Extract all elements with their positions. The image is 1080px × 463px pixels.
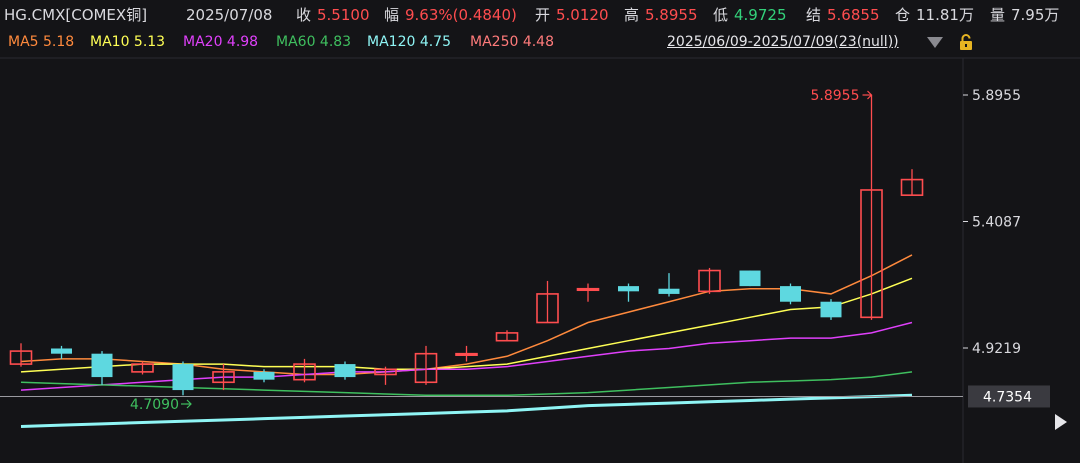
candle-body (131, 363, 154, 373)
high-label: 高 (624, 6, 640, 24)
candle-body (495, 332, 519, 342)
date-range-selector[interactable]: 2025/06/09-2025/07/09(23(null)) (667, 34, 899, 50)
high-annotation-label: 5.8955 (811, 88, 860, 104)
ma5-line (20, 254, 913, 376)
open-interest-value: 11.81万 (916, 6, 974, 24)
candle-body (698, 269, 721, 293)
change-label: 幅 (384, 6, 400, 24)
candle-body (860, 189, 883, 319)
ma-legend: MA5 5.18 MA10 5.13 MA20 4.98 MA60 4.83 M… (0, 30, 660, 54)
y-tick-label: 4.9219 (972, 341, 1021, 357)
low-label: 低 (713, 6, 729, 24)
ma-legend-ma10[interactable]: MA10 5.13 (90, 34, 166, 50)
open-interest-label: 仓 (895, 6, 911, 24)
lock-icon[interactable] (957, 33, 975, 51)
low-annotation-label: 4.7090 (130, 397, 179, 413)
ma-legend-ma120[interactable]: MA120 4.75 (367, 34, 451, 50)
settle-value: 5.6855 (827, 6, 880, 24)
candle-body (293, 363, 316, 381)
volume-label: 量 (990, 6, 1006, 24)
y-tick-label: 5.4087 (972, 215, 1021, 231)
candle-body (780, 286, 801, 302)
ma-legend-ma20[interactable]: MA20 4.98 (183, 34, 259, 50)
close-label: 收 (296, 6, 312, 24)
current-price-label: 4.7354 (983, 389, 1032, 405)
quote-bar: HG.CMX[COMEX铜] 2025/07/08 收 5.5100 幅 9.6… (0, 0, 1080, 30)
ma-legend-ma5[interactable]: MA5 5.18 (8, 34, 75, 50)
high-value: 5.8955 (645, 6, 698, 24)
low-annotation-arrowhead (186, 399, 192, 409)
candle-body (334, 364, 356, 378)
candle-body (91, 353, 113, 378)
candle-body (9, 350, 33, 365)
high-annotation-arrowhead (867, 90, 873, 100)
change-value: 9.63%(0.4840) (405, 6, 517, 24)
close-value: 5.5100 (317, 6, 370, 24)
settle-label: 结 (806, 6, 822, 24)
candle-body (618, 286, 639, 292)
candle-body (536, 293, 559, 324)
candle-body (739, 270, 761, 287)
date-label: 2025/07/08 (186, 6, 273, 24)
chevron-down-icon[interactable] (927, 37, 943, 48)
candle-body (51, 348, 72, 354)
y-tick-label: 5.8955 (972, 88, 1021, 104)
ma-legend-ma60[interactable]: MA60 4.83 (276, 34, 352, 50)
candle-body (455, 352, 478, 356)
ma120-line (20, 393, 913, 428)
candle-body (658, 288, 680, 294)
low-value: 4.9725 (734, 6, 787, 24)
candle-body (900, 178, 924, 196)
candle-body (172, 364, 194, 391)
candle-body (576, 287, 600, 292)
ma20-line (20, 321, 913, 391)
symbol-label[interactable]: HG.CMX[COMEX铜] (4, 6, 148, 24)
open-label: 开 (535, 6, 551, 24)
candle-body (374, 368, 397, 376)
scroll-right-icon[interactable] (1055, 414, 1067, 430)
candle-body (253, 371, 275, 380)
volume-value: 7.95万 (1011, 6, 1060, 24)
ma60-line (20, 371, 913, 397)
open-value: 5.0120 (556, 6, 609, 24)
candle-body (414, 352, 438, 384)
ma-legend-ma250[interactable]: MA250 4.48 (470, 34, 554, 50)
candle-body (212, 371, 235, 384)
ma10-line (20, 277, 913, 373)
current-price-box (968, 385, 1050, 408)
candle-body (820, 301, 842, 318)
